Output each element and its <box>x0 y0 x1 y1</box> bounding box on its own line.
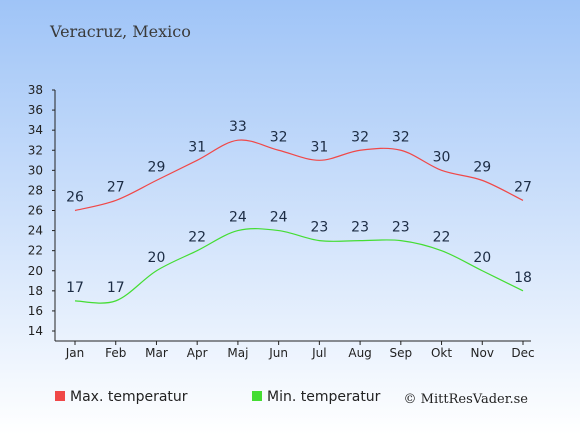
max-data-label: 32 <box>392 129 410 145</box>
max-data-label: 29 <box>148 159 166 175</box>
max-data-label: 33 <box>229 119 247 135</box>
max-data-label: 31 <box>188 139 206 155</box>
max-data-label: 31 <box>310 139 328 155</box>
min-data-label: 24 <box>229 210 247 226</box>
y-tick-label: 20 <box>28 264 43 278</box>
x-tick-label: Aug <box>348 346 371 360</box>
min-data-label: 20 <box>148 250 166 266</box>
min-data-label: 22 <box>188 230 206 246</box>
axes: 14 16 18 20 22 24 26 28 30 32 34 36 38 Jan Feb Mar Apr Ma… <box>28 83 535 360</box>
y-tick-label: 38 <box>28 83 43 97</box>
y-tick-label: 14 <box>28 324 43 338</box>
legend-swatch-max <box>55 391 65 401</box>
y-tick-label: 22 <box>28 244 43 258</box>
y-tick-label: 36 <box>28 103 43 117</box>
max-data-label: 27 <box>107 179 125 195</box>
x-tick-label: Okt <box>431 346 452 360</box>
max-data-label: 26 <box>66 190 84 206</box>
x-tick-label: Jul <box>311 346 326 360</box>
x-tick-label: Dec <box>511 346 534 360</box>
min-temperature-line <box>74 228 524 304</box>
min-data-label: 17 <box>107 280 125 296</box>
x-tick-label: Maj <box>227 346 248 360</box>
x-tick-label: Apr <box>187 346 208 360</box>
min-data-label: 22 <box>433 230 451 246</box>
copyright-text: © MittResVader.se <box>404 392 529 407</box>
y-tick-label: 26 <box>28 204 43 218</box>
x-tick-label: Sep <box>390 346 413 360</box>
min-data-label: 17 <box>66 280 84 296</box>
y-tick-label: 16 <box>28 304 43 318</box>
x-tick-label: Nov <box>471 346 494 360</box>
y-tick-label: 18 <box>28 284 43 298</box>
chart-title: Veracruz, Mexico <box>49 22 191 41</box>
legend-label-min: Min. temperatur <box>267 389 381 405</box>
max-temperature-line <box>74 139 524 212</box>
x-tick-label: Mar <box>145 346 168 360</box>
legend: Max. temperatur Min. temperatur <box>55 389 381 405</box>
y-tick-label: 28 <box>28 183 43 197</box>
min-data-label: 20 <box>473 250 491 266</box>
data-labels-layer: 26 27 29 31 33 32 31 32 32 30 29 27 17 17 20 22 24 24 23 23… <box>66 119 532 296</box>
y-tick-label: 32 <box>28 143 43 157</box>
legend-label-max: Max. temperatur <box>70 389 188 405</box>
legend-swatch-min <box>252 391 262 401</box>
max-data-label: 27 <box>514 179 532 195</box>
x-tick-label: Feb <box>105 346 126 360</box>
max-data-label: 32 <box>270 129 288 145</box>
max-data-label: 32 <box>351 129 369 145</box>
series-layer <box>74 139 524 304</box>
max-data-label: 29 <box>473 159 491 175</box>
min-data-label: 23 <box>310 220 328 236</box>
y-tick-label: 34 <box>28 123 43 137</box>
max-data-label: 30 <box>433 149 451 165</box>
min-data-label: 23 <box>392 220 410 236</box>
x-tick-label: Jun <box>268 346 288 360</box>
x-tick-label: Jan <box>65 346 85 360</box>
min-data-label: 23 <box>351 220 369 236</box>
y-tick-label: 30 <box>28 163 43 177</box>
min-data-label: 24 <box>270 210 288 226</box>
min-data-label: 18 <box>514 270 532 286</box>
y-tick-label: 24 <box>28 224 43 238</box>
